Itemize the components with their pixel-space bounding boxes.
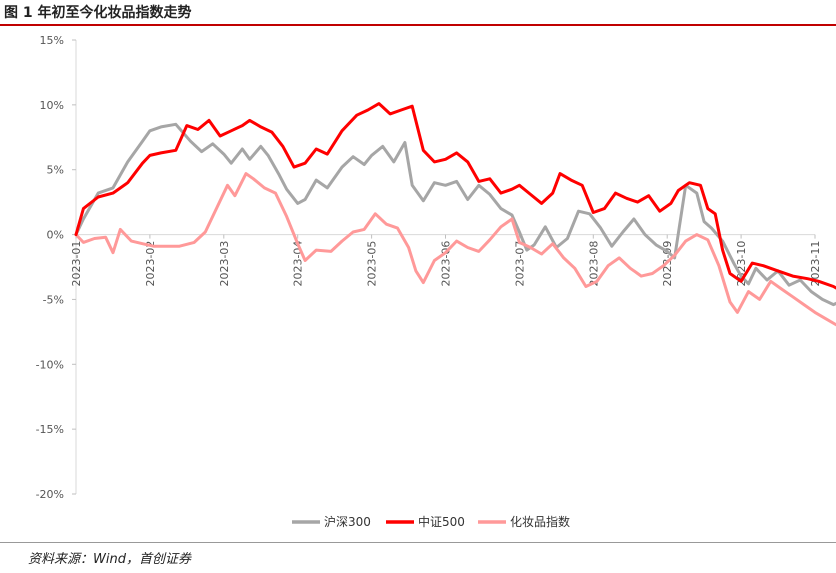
chart-legend: 沪深300 中证500 化妆品指数 — [292, 514, 570, 529]
y-tick-label: 10% — [40, 99, 64, 112]
x-tick-label: 2023-05 — [366, 241, 379, 287]
x-tick-label: 2023-06 — [440, 241, 453, 287]
legend-label: 化妆品指数 — [510, 514, 570, 529]
x-tick-label: 2023-08 — [587, 241, 600, 287]
legend-label: 中证500 — [418, 514, 465, 529]
series-line-1 — [74, 102, 836, 290]
x-tick-label: 2023-07 — [513, 241, 526, 287]
x-tick-label: 2023-11 — [809, 241, 822, 287]
chart-series — [74, 102, 836, 327]
x-tick-label: 2023-03 — [218, 241, 231, 287]
x-axis: 2023-01 2023-02 2023-03 2023-04 2023-05 2023-… — [70, 234, 822, 287]
y-tick-label: -5% — [43, 293, 64, 306]
series-line-0 — [74, 122, 836, 307]
y-tick-label: 5% — [47, 164, 64, 177]
y-tick-label: -10% — [36, 358, 64, 371]
source-note: 资料来源：Wind，首创证券 — [28, 552, 191, 567]
source-rule — [0, 542, 836, 543]
series-line-2 — [74, 172, 836, 327]
y-tick-label: 15% — [40, 34, 64, 47]
y-tick-label: -20% — [36, 488, 64, 501]
line-chart: 15% 10% 5% 0% -5% -10% -15% -20% 2023-01 2023-02… — [36, 34, 836, 529]
x-tick-label: 2023-01 — [70, 241, 83, 287]
figure-title: 图 1 年初至今化妆品指数走势 — [4, 5, 192, 21]
y-tick-label: -15% — [36, 423, 64, 436]
y-axis: 15% 10% 5% 0% -5% -10% -15% -20% — [36, 34, 77, 501]
x-tick-label: 2023-02 — [144, 241, 157, 287]
title-rule — [0, 24, 836, 26]
legend-label: 沪深300 — [324, 515, 371, 529]
y-tick-label: 0% — [47, 229, 64, 242]
